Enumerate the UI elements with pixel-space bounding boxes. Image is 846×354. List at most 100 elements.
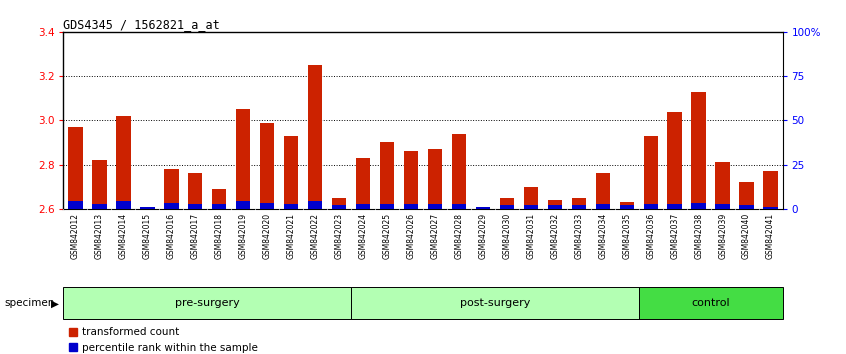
Bar xyxy=(596,173,610,209)
Bar xyxy=(572,205,586,209)
Bar xyxy=(500,205,514,209)
Bar xyxy=(260,202,274,209)
Bar xyxy=(716,205,730,209)
Bar xyxy=(691,202,706,209)
Bar xyxy=(547,205,562,209)
FancyBboxPatch shape xyxy=(351,287,639,319)
Text: GSM842014: GSM842014 xyxy=(119,213,128,259)
Text: GSM842018: GSM842018 xyxy=(215,213,223,259)
Bar xyxy=(475,207,490,209)
Bar xyxy=(116,116,130,209)
Text: GSM842038: GSM842038 xyxy=(695,213,703,259)
Bar xyxy=(356,158,371,209)
Bar xyxy=(380,143,394,209)
Text: GSM842013: GSM842013 xyxy=(95,213,104,259)
Bar xyxy=(188,173,202,209)
Text: GSM842026: GSM842026 xyxy=(407,213,415,259)
Bar xyxy=(308,65,322,209)
Bar xyxy=(644,205,658,209)
Text: GSM842012: GSM842012 xyxy=(71,213,80,259)
FancyBboxPatch shape xyxy=(63,287,351,319)
Text: GSM842040: GSM842040 xyxy=(742,213,751,259)
Text: GSM842016: GSM842016 xyxy=(167,213,176,259)
Bar xyxy=(164,169,179,209)
Text: post-surgery: post-surgery xyxy=(459,298,530,308)
Text: GSM842020: GSM842020 xyxy=(263,213,272,259)
Bar xyxy=(284,204,299,209)
Bar xyxy=(739,205,754,209)
Bar xyxy=(188,204,202,209)
Bar xyxy=(500,198,514,209)
Bar xyxy=(284,136,299,209)
Bar xyxy=(140,207,155,209)
Bar xyxy=(404,152,418,209)
Bar xyxy=(140,207,155,209)
Bar xyxy=(667,204,682,209)
Text: GSM842030: GSM842030 xyxy=(503,213,511,259)
Text: control: control xyxy=(691,298,730,308)
Legend: transformed count, percentile rank within the sample: transformed count, percentile rank withi… xyxy=(69,327,258,353)
Bar xyxy=(380,204,394,209)
Text: GSM842031: GSM842031 xyxy=(526,213,536,259)
FancyBboxPatch shape xyxy=(639,287,783,319)
Text: GSM842041: GSM842041 xyxy=(766,213,775,259)
Bar xyxy=(116,201,130,209)
Bar xyxy=(428,149,442,209)
Text: GSM842029: GSM842029 xyxy=(479,213,487,259)
Bar xyxy=(524,205,538,209)
Bar xyxy=(691,92,706,209)
Text: GSM842036: GSM842036 xyxy=(646,213,655,259)
Text: GSM842033: GSM842033 xyxy=(574,213,583,259)
Bar xyxy=(452,204,466,209)
Text: GSM842017: GSM842017 xyxy=(191,213,200,259)
Bar xyxy=(572,198,586,209)
Bar xyxy=(596,204,610,209)
Bar xyxy=(644,136,658,209)
Text: GSM842024: GSM842024 xyxy=(359,213,367,259)
Text: GSM842015: GSM842015 xyxy=(143,213,151,259)
Bar xyxy=(236,201,250,209)
Bar xyxy=(739,182,754,209)
Text: GSM842027: GSM842027 xyxy=(431,213,439,259)
Text: GSM842034: GSM842034 xyxy=(598,213,607,259)
Bar xyxy=(716,162,730,209)
Bar xyxy=(619,205,634,209)
Bar xyxy=(92,205,107,209)
Bar xyxy=(236,109,250,209)
Text: specimen: specimen xyxy=(4,298,55,308)
Text: pre-surgery: pre-surgery xyxy=(175,298,239,308)
Bar xyxy=(763,207,777,209)
Text: GSM842019: GSM842019 xyxy=(239,213,248,259)
Text: GSM842037: GSM842037 xyxy=(670,213,679,259)
Bar xyxy=(212,205,227,209)
Bar xyxy=(212,189,227,209)
Bar xyxy=(763,171,777,209)
Bar xyxy=(619,202,634,209)
Bar xyxy=(69,127,83,209)
Text: GSM842028: GSM842028 xyxy=(454,213,464,259)
Bar xyxy=(332,205,346,209)
Bar xyxy=(356,205,371,209)
Text: GSM842035: GSM842035 xyxy=(623,213,631,259)
Text: GSM842025: GSM842025 xyxy=(382,213,392,259)
Bar xyxy=(69,201,83,209)
Bar xyxy=(260,122,274,209)
Bar xyxy=(92,160,107,209)
Text: GSM842032: GSM842032 xyxy=(551,213,559,259)
Text: GSM842021: GSM842021 xyxy=(287,213,295,259)
Bar xyxy=(428,205,442,209)
Bar xyxy=(404,205,418,209)
Bar xyxy=(332,198,346,209)
Bar xyxy=(524,187,538,209)
Bar xyxy=(164,202,179,209)
Bar xyxy=(308,201,322,209)
Text: GSM842023: GSM842023 xyxy=(335,213,343,259)
Text: ▶: ▶ xyxy=(51,298,58,308)
Bar xyxy=(547,200,562,209)
Bar xyxy=(667,112,682,209)
Bar xyxy=(475,207,490,209)
Text: GDS4345 / 1562821_a_at: GDS4345 / 1562821_a_at xyxy=(63,18,220,31)
Text: GSM842022: GSM842022 xyxy=(310,213,320,259)
Text: GSM842039: GSM842039 xyxy=(718,213,727,259)
Bar xyxy=(452,134,466,209)
